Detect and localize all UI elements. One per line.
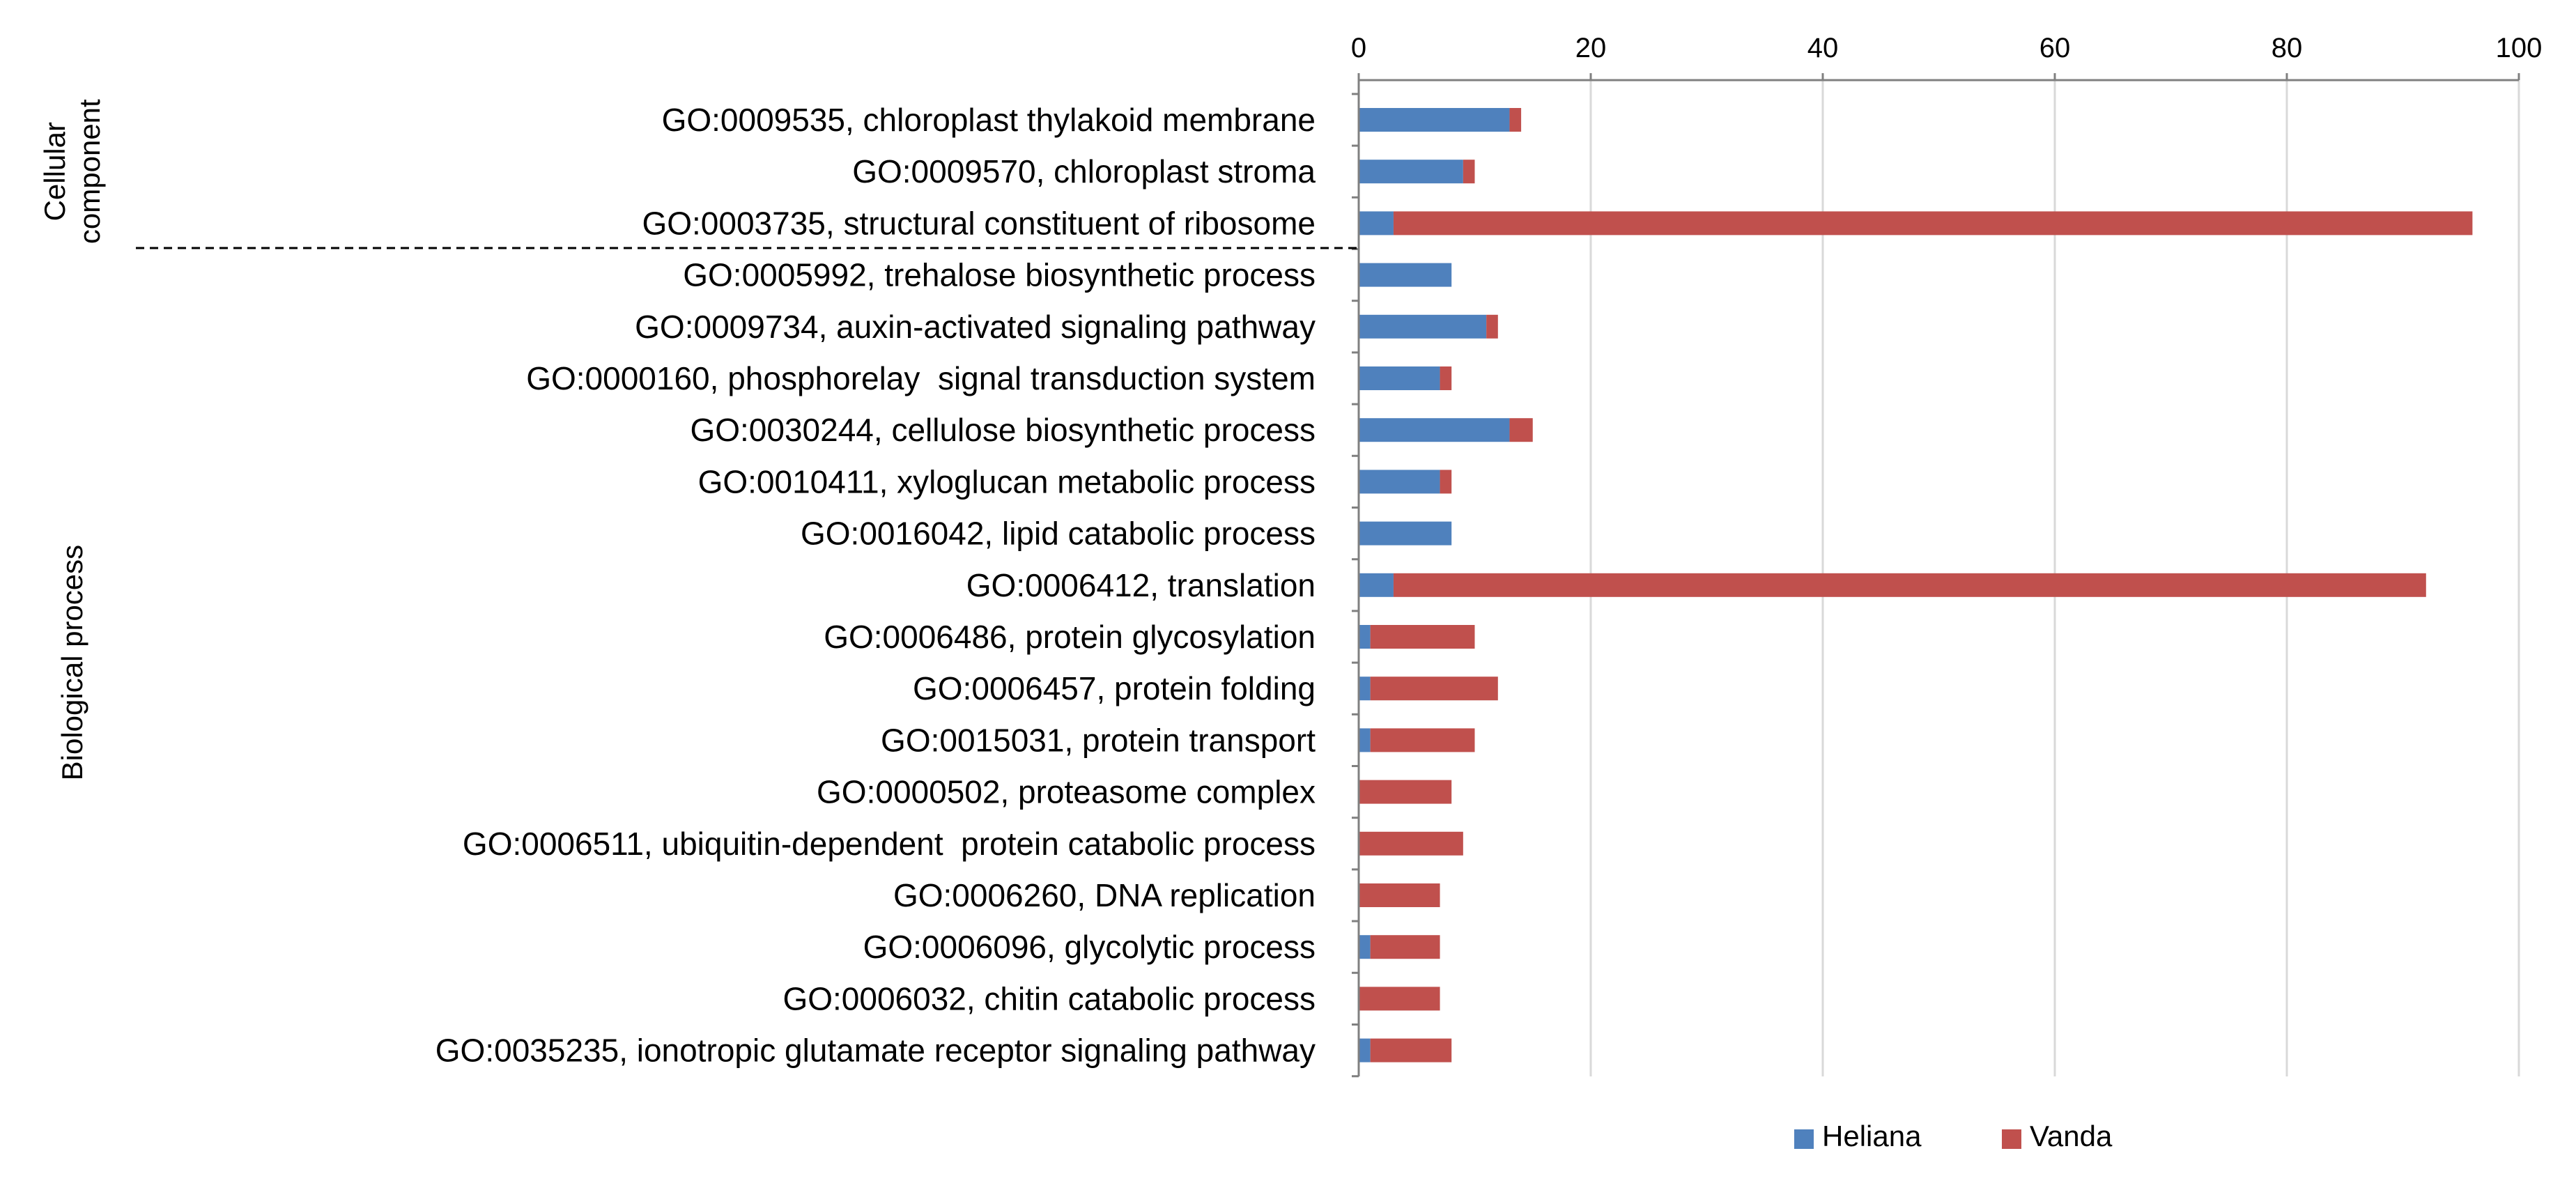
- category-label: GO:0006260, DNA replication: [893, 877, 1316, 913]
- category-label: GO:0000502, proteasome complex: [817, 774, 1316, 810]
- groups-layer: Cellular component Biological process: [38, 99, 1359, 780]
- category-label: GO:0016042, lipid catabolic process: [801, 516, 1316, 552]
- category-label: GO:0006032, chitin catabolic process: [782, 980, 1316, 1017]
- category-label: GO:0006457, protein folding: [913, 670, 1316, 706]
- category-label: GO:0003735, structural constituent of ri…: [642, 205, 1316, 241]
- bar-heliana: [1359, 470, 1440, 494]
- bar-vanda: [1393, 573, 2426, 597]
- bar-heliana: [1359, 314, 1487, 339]
- bar-vanda: [1359, 987, 1440, 1011]
- group-label: Cellular: [38, 122, 71, 221]
- bar-heliana: [1359, 263, 1452, 287]
- category-label: GO:0000160, phosphorelay signal transduc…: [526, 360, 1316, 396]
- bars-layer: [1359, 108, 2473, 1062]
- bar-vanda: [1359, 883, 1440, 907]
- bar-heliana: [1359, 573, 1394, 597]
- bar-vanda: [1393, 211, 2473, 235]
- category-label: GO:0005992, trehalose biosynthetic proce…: [683, 257, 1316, 293]
- category-label: GO:0006096, glycolytic process: [863, 929, 1316, 965]
- legend-label-heliana: Heliana: [1822, 1120, 1922, 1152]
- bar-vanda: [1370, 728, 1475, 752]
- category-label: GO:0035235, ionotropic glutamate recepto…: [435, 1033, 1316, 1069]
- legend-swatch-heliana: [1794, 1129, 1814, 1149]
- x-tick-label: 100: [2496, 33, 2543, 63]
- category-label: GO:0009734, auxin-activated signaling pa…: [635, 309, 1316, 345]
- bar-heliana: [1359, 160, 1463, 184]
- bar-vanda: [1370, 625, 1475, 649]
- bar-vanda: [1463, 160, 1475, 184]
- bar-heliana: [1359, 418, 1510, 442]
- legend-label-vanda: Vanda: [2030, 1120, 2113, 1152]
- category-label: GO:0006486, protein glycosylation: [824, 619, 1316, 655]
- labels-layer: GO:0009535, chloroplast thylakoid membra…: [435, 102, 1316, 1069]
- x-tick-label: 40: [1807, 33, 1839, 63]
- bar-heliana: [1359, 366, 1440, 390]
- bar-vanda: [1359, 780, 1452, 804]
- category-label: GO:0006412, translation: [966, 567, 1316, 603]
- category-label: GO:0015031, protein transport: [881, 722, 1316, 758]
- category-label: GO:0010411, xyloglucan metabolic process: [698, 463, 1316, 500]
- bar-vanda: [1359, 831, 1463, 856]
- group-label: Biological process: [56, 545, 88, 781]
- bar-vanda: [1440, 366, 1452, 390]
- bar-vanda: [1440, 470, 1452, 494]
- bar-vanda: [1486, 314, 1498, 339]
- legend-swatch-vanda: [2002, 1129, 2021, 1149]
- category-label: GO:0009570, chloroplast stroma: [852, 153, 1316, 190]
- x-tick-label: 60: [2039, 33, 2071, 63]
- bar-vanda: [1370, 935, 1440, 959]
- category-label: GO:0030244, cellulose biosynthetic proce…: [690, 412, 1316, 448]
- bar-heliana: [1359, 677, 1371, 701]
- bar-heliana: [1359, 1038, 1371, 1062]
- x-tick-label: 0: [1351, 33, 1366, 63]
- axis-layer: 0 20 40 60 80 100: [1351, 33, 2543, 1078]
- x-tick-label: 80: [2272, 33, 2303, 63]
- x-tick-label: 20: [1575, 33, 1607, 63]
- bar-heliana: [1359, 935, 1371, 959]
- bar-heliana: [1359, 728, 1371, 752]
- bar-heliana: [1359, 521, 1452, 546]
- legend-layer: Heliana Vanda: [1794, 1120, 2113, 1152]
- bar-heliana: [1359, 625, 1371, 649]
- bar-vanda: [1370, 677, 1498, 701]
- category-label: GO:0006511, ubiquitin-dependent protein …: [463, 826, 1316, 862]
- bar-vanda: [1509, 108, 1522, 132]
- category-label: GO:0009535, chloroplast thylakoid membra…: [662, 102, 1316, 138]
- bar-vanda: [1509, 418, 1533, 442]
- bar-heliana: [1359, 108, 1510, 132]
- bar-heliana: [1359, 211, 1394, 235]
- group-label: component: [73, 99, 106, 244]
- bar-vanda: [1370, 1038, 1452, 1062]
